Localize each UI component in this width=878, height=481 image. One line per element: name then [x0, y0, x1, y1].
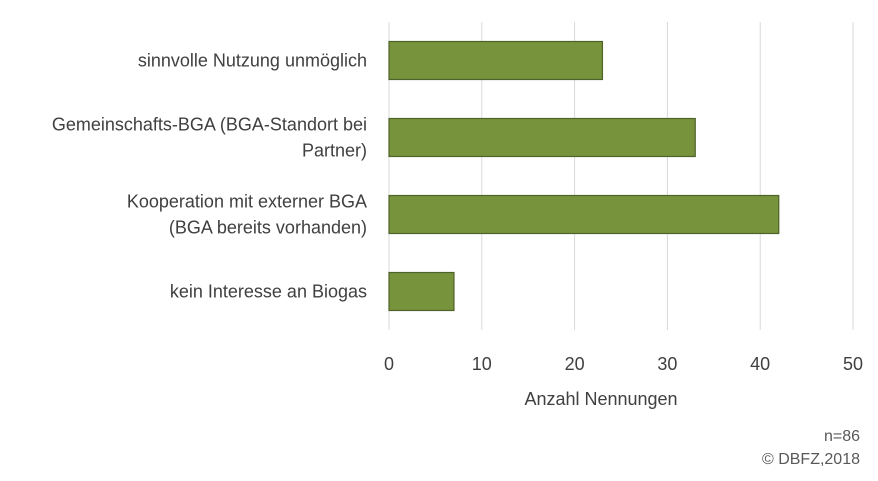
category-label-line: sinnvolle Nutzung unmöglich [138, 51, 367, 71]
sample-size-note: n=86 [823, 428, 860, 445]
bar [388, 117, 696, 158]
x-tick-label: 20 [565, 354, 585, 374]
x-tick-label: 40 [750, 354, 770, 374]
x-tick-label: 30 [657, 354, 677, 374]
category-label-line: Gemeinschafts-BGA (BGA-Standort bei [52, 115, 367, 135]
bar [388, 40, 604, 81]
category-label: kein Interesse an Biogas [170, 282, 367, 302]
category-label-line: Partner) [302, 141, 367, 161]
category-label-line: Kooperation mit externer BGA [127, 192, 367, 212]
bar [388, 271, 455, 312]
category-label: Gemeinschafts-BGA (BGA-Standort bei Partn… [52, 115, 367, 161]
x-tick-label: 0 [384, 354, 394, 374]
x-axis-title: Anzahl Nennungen [524, 389, 677, 409]
category-label: sinnvolle Nutzung unmöglich [138, 51, 367, 71]
category-label-line: kein Interesse an Biogas [170, 282, 367, 302]
category-labels: sinnvolle Nutzung unmöglich Gemeinschafts… [52, 51, 367, 302]
category-label-line: (BGA bereits vorhanden) [169, 218, 367, 238]
bars [388, 40, 780, 312]
x-tick-label: 50 [843, 354, 863, 374]
x-tick-label: 10 [472, 354, 492, 374]
copyright-note: © DBFZ,2018 [761, 451, 860, 468]
bar [388, 194, 780, 235]
x-tick-labels: 0 10 20 30 40 50 [384, 354, 863, 374]
category-label: Kooperation mit externer BGA (BGA bereits… [127, 192, 367, 238]
